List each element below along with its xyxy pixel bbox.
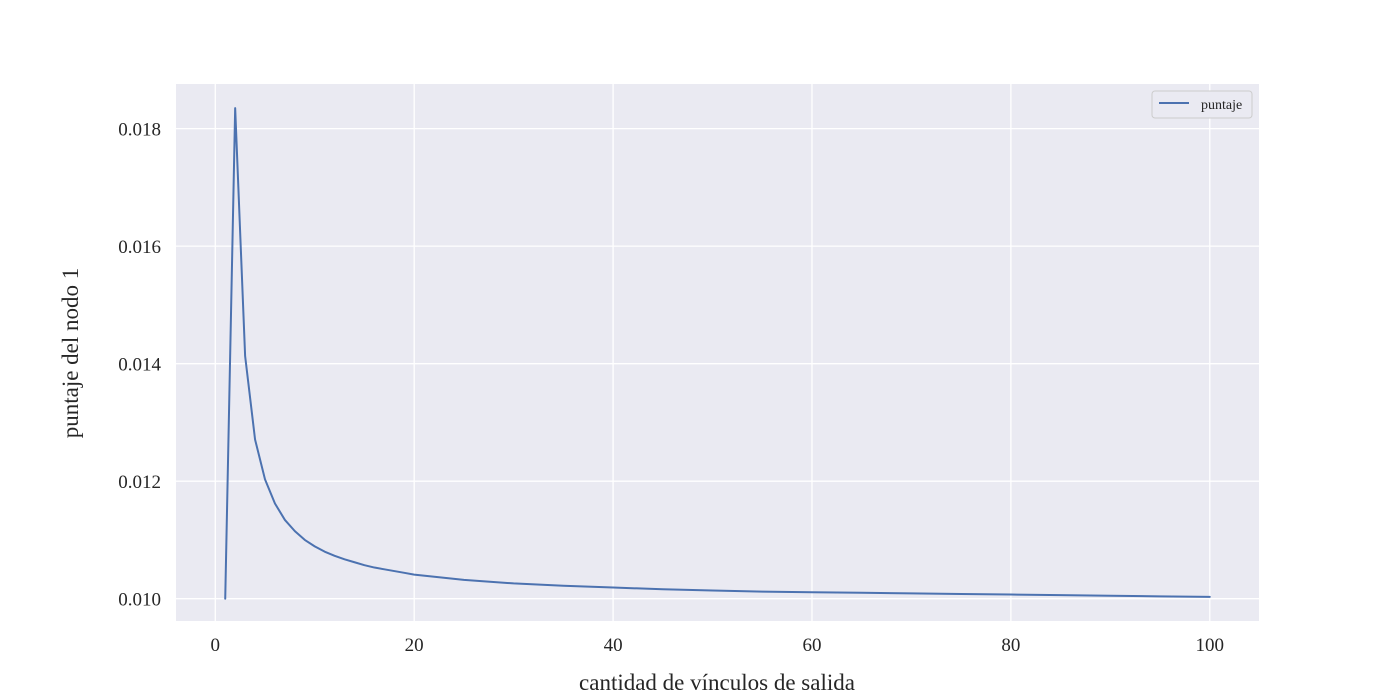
grid	[176, 84, 1259, 621]
x-tick-label: 100	[1196, 635, 1225, 656]
legend: puntaje	[1151, 90, 1253, 119]
legend-label: puntaje	[1201, 98, 1242, 113]
legend-box	[1151, 90, 1253, 119]
x-tick-labels: 0 20 40 60 80 100	[211, 635, 1224, 656]
x-axis-label: cantidad de vínculos de salida	[579, 670, 855, 695]
y-tick-label: 0.014	[118, 355, 161, 376]
x-tick-label: 20	[405, 635, 424, 656]
plot-area	[176, 84, 1259, 621]
y-tick-label: 0.010	[118, 590, 161, 611]
y-tick-label: 0.016	[118, 237, 161, 258]
x-tick-label: 40	[604, 635, 623, 656]
y-tick-label: 0.012	[118, 472, 161, 493]
y-axis-label: puntaje del nodo 1	[58, 268, 83, 439]
x-tick-label: 0	[211, 635, 221, 656]
series-layer	[224, 107, 1211, 600]
y-tick-label: 0.018	[118, 120, 161, 141]
x-tick-label: 80	[1001, 635, 1020, 656]
y-tick-labels: 0.010 0.012 0.014 0.016 0.018	[118, 120, 161, 611]
x-tick-label: 60	[802, 635, 821, 656]
series-line-puntaje	[224, 107, 1211, 600]
